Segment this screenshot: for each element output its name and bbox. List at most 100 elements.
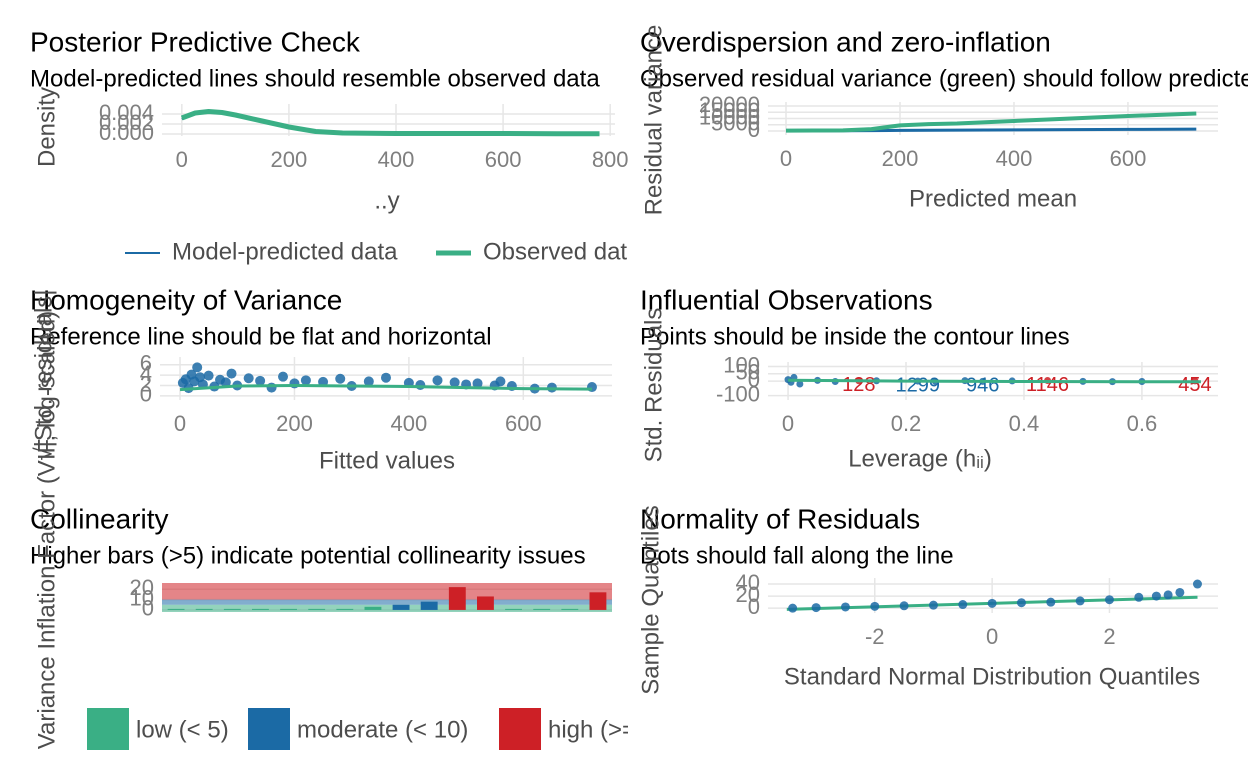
point xyxy=(449,377,460,388)
bar xyxy=(252,608,269,610)
bar xyxy=(533,608,551,610)
x-tick-label: 200 xyxy=(271,147,308,172)
bar xyxy=(336,608,354,610)
point xyxy=(226,368,237,379)
y-tick-label: 40 xyxy=(736,570,760,595)
y-tick-label: 15000 xyxy=(699,98,760,123)
x-tick-label: 2 xyxy=(1103,624,1115,649)
threshold-band xyxy=(162,599,612,605)
point xyxy=(796,380,804,388)
x-tick-label: 400 xyxy=(378,147,415,172)
y-tick-label: 0.000 xyxy=(99,120,154,145)
y-axis-title: Density xyxy=(33,87,60,167)
y-axis-title: Sample Quantiles xyxy=(637,505,664,694)
x-tick-label: 0.2 xyxy=(891,411,922,436)
point xyxy=(278,371,289,382)
point xyxy=(266,382,277,393)
bar xyxy=(505,608,522,610)
legend-label: moderate (< 10) xyxy=(297,716,468,743)
x-tick-label: 0 xyxy=(780,146,792,171)
bar xyxy=(420,601,438,610)
y-tick-label: 0 xyxy=(140,382,152,407)
point-label: 1299 xyxy=(896,374,941,396)
y-tick-label: 50 xyxy=(736,360,760,385)
point xyxy=(432,375,443,386)
point-label: 128 xyxy=(842,374,875,396)
point xyxy=(1134,592,1144,602)
point xyxy=(987,598,997,608)
bar xyxy=(167,608,185,610)
x-tick-label: 0 xyxy=(176,147,188,172)
y-tick-label: 0.004 xyxy=(99,100,154,125)
point xyxy=(811,603,821,613)
legend-label: low (< 5) xyxy=(136,716,229,743)
y-tick-label: 2 xyxy=(140,371,152,396)
point xyxy=(958,600,968,610)
point xyxy=(1016,598,1026,608)
y-tick-label: 10000 xyxy=(699,104,760,129)
reference-line xyxy=(179,383,593,392)
legend-key xyxy=(499,708,541,750)
panel-subtitle: Observed residual variance (green) shoul… xyxy=(640,65,1248,92)
panel: Homogeneity of Variance Reference line sh… xyxy=(30,284,612,474)
x-tick-label: 600 xyxy=(1110,146,1147,171)
y-tick-label: 20 xyxy=(130,575,154,600)
y-tick-label: 5000 xyxy=(711,111,760,136)
y-axis-title: √|Std. residuals| xyxy=(30,289,57,460)
panel-title: Normality of Residuals xyxy=(640,503,920,534)
point xyxy=(840,602,850,612)
x-axis-title: Standard Normal Distribution Quantiles xyxy=(784,663,1200,690)
y-tick-label: 0 xyxy=(142,596,154,621)
panel: Influential Observations Points should be… xyxy=(640,284,1218,472)
x-axis-title: Leverage (hᵢᵢ) xyxy=(848,445,992,472)
series-line xyxy=(180,109,600,137)
y-tick-label: 6 xyxy=(140,351,152,376)
y-tick-label: -100 xyxy=(716,381,760,406)
point-label: 946 xyxy=(966,375,999,397)
y-tick-label: 100 xyxy=(723,352,760,377)
point xyxy=(1163,590,1173,600)
x-axis-title: ..y xyxy=(374,187,399,214)
bar xyxy=(448,587,466,610)
y-axis-title: Variance Inflation Factor (VIF, log-scal… xyxy=(33,311,60,749)
threshold-band xyxy=(162,583,612,600)
legend-key xyxy=(248,708,290,750)
point xyxy=(243,373,254,384)
panel: Collinearity Higher bars (>5) indicate po… xyxy=(30,311,628,750)
point xyxy=(415,379,426,390)
threshold-band xyxy=(162,604,612,612)
panel: Overdispersion and zero-inflation Observe… xyxy=(640,25,1248,216)
point xyxy=(899,601,909,611)
x-tick-label: 0.4 xyxy=(1009,411,1040,436)
x-tick-label: 200 xyxy=(276,411,313,436)
x-tick-label: 0 xyxy=(986,624,998,649)
legend-key xyxy=(87,708,129,750)
point xyxy=(300,375,311,386)
y-tick-label: 0 xyxy=(748,594,760,619)
panel-title: Influential Observations xyxy=(640,284,933,315)
point xyxy=(1046,597,1056,607)
bar xyxy=(223,608,241,610)
bar xyxy=(392,604,410,610)
panel-title: Posterior Predictive Check xyxy=(30,26,361,57)
y-axis-title: Residual variance xyxy=(640,25,667,216)
legend-label: Observed data xyxy=(483,238,641,265)
point xyxy=(335,373,346,384)
point xyxy=(495,376,506,387)
panel-title: Homogeneity of Variance xyxy=(30,284,342,315)
legend-label: Model-predicted data xyxy=(172,238,398,265)
panel-subtitle: Reference line should be flat and horizo… xyxy=(30,323,492,350)
x-axis-title: Fitted values xyxy=(319,447,455,474)
series-line xyxy=(785,111,1197,133)
point xyxy=(363,376,374,387)
point xyxy=(1151,591,1161,601)
y-tick-label: 20000 xyxy=(699,92,760,117)
y-tick-label: 20 xyxy=(736,582,760,607)
bar xyxy=(195,608,213,610)
x-tick-label: 200 xyxy=(882,146,919,171)
panel-title: Overdispersion and zero-inflation xyxy=(640,26,1051,57)
panel: Normality of Residuals Dots should fall a… xyxy=(637,503,1218,695)
point xyxy=(472,378,483,389)
bar xyxy=(280,608,297,610)
